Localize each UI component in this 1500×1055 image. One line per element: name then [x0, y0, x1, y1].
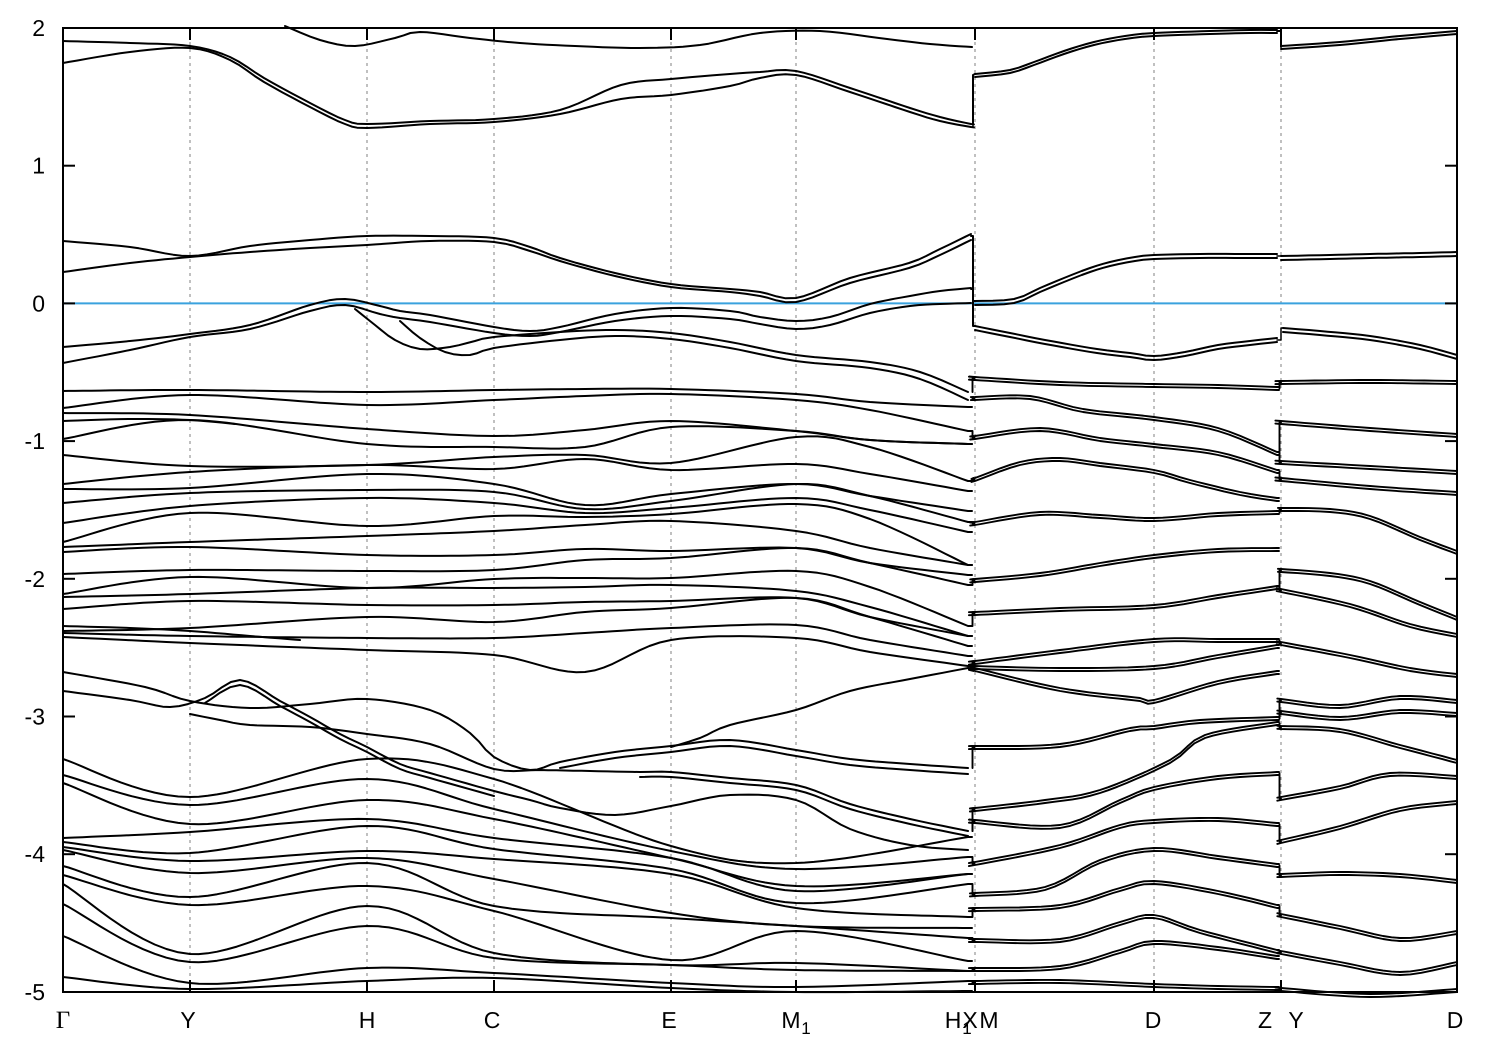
svg-text:M: M [781, 1007, 800, 1033]
svg-text:-5: -5 [25, 979, 45, 1005]
svg-text:-1: -1 [25, 428, 45, 454]
svg-text:1: 1 [801, 1019, 810, 1038]
svg-text:X: X [962, 1007, 977, 1033]
svg-text:1: 1 [962, 1019, 971, 1038]
svg-text:Y: Y [1288, 1007, 1303, 1033]
svg-text:D: D [1447, 1007, 1464, 1033]
svg-text:-2: -2 [25, 566, 45, 592]
svg-text:Y: Y [180, 1007, 195, 1033]
svg-text:M: M [979, 1007, 998, 1033]
svg-text:D: D [1145, 1007, 1162, 1033]
svg-text:Γ: Γ [56, 1007, 70, 1034]
svg-text:0: 0 [32, 290, 45, 316]
svg-text:H: H [359, 1007, 376, 1033]
svg-text:-4: -4 [25, 841, 46, 867]
svg-text:H: H [945, 1007, 962, 1033]
svg-text:2: 2 [32, 15, 45, 41]
svg-text:1: 1 [32, 153, 45, 179]
svg-text:C: C [484, 1007, 501, 1033]
svg-text:-3: -3 [25, 704, 45, 730]
svg-text:E: E [661, 1007, 676, 1033]
svg-text:Z: Z [1258, 1007, 1272, 1033]
